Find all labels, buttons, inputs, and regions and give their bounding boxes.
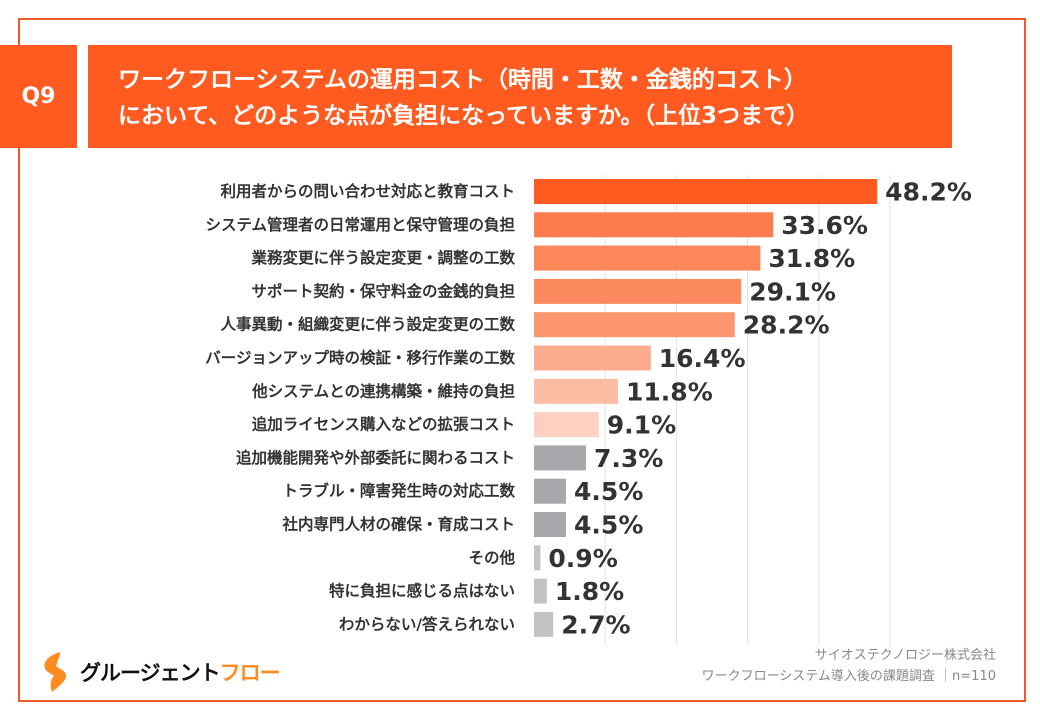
category-label: 業務変更に伴う設定変更・調整の工数 [250,248,515,267]
category-label: わからない/答えられない [339,614,515,633]
value-label: 9.1% [607,411,676,440]
bar [534,179,878,204]
value-label: 48.2% [885,178,972,207]
category-label: 追加ライセンス購入などの拡張コスト [252,415,515,434]
question-tag: Q9 [0,45,77,148]
value-label: 0.9% [548,544,617,573]
source-note: サイオステクノロジー株式会社 ワークフローシステム導入後の課題調査 ｜n=110 [702,645,996,687]
title-line-1: ワークフローシステムの運用コスト（時間・工数・金銭的コスト） [118,67,807,93]
bar [534,478,567,504]
category-label: 追加機能開発や外部委託に関わるコスト [236,448,515,467]
value-label: 11.8% [626,377,713,406]
bar [534,345,651,371]
value-label: 33.6% [781,211,868,240]
chart-title: ワークフローシステムの運用コスト（時間・工数・金銭的コスト） において、どのよう… [88,45,952,148]
value-label: 16.4% [659,344,746,373]
title-line-2: において、どのような点が負担になっていますか。（上位3つまで） [118,103,810,129]
category-label: その他 [468,548,515,567]
chart-frame [18,18,1026,702]
category-label: サポート契約・保守料金の金銭的負担 [251,281,515,300]
category-label: トラブル・障害発生時の対応工数 [282,481,515,500]
source-survey: ワークフローシステム導入後の課題調査 ｜n=110 [701,669,996,684]
category-label: 社内専門人材の確保・育成コスト [281,515,515,534]
bar [534,611,554,637]
bar [534,545,541,571]
value-label: 28.2% [743,311,830,340]
value-label: 4.5% [574,511,643,540]
bar [534,212,774,238]
lightning-logo-icon [44,652,67,692]
bar [534,245,761,271]
logo-text-accent: フロー [219,661,281,685]
brand-logo: グルージェントフロー [38,650,281,694]
category-label: 他システムとの連携構築・維持の負担 [251,381,515,400]
bar [534,445,586,471]
value-label: 4.5% [574,477,643,506]
category-label: バージョンアップ時の検証・移行作業の工数 [205,348,515,367]
bar [534,312,735,338]
logo-text-main: グルージェント [80,661,221,685]
bar [534,578,547,604]
category-label: システム管理者の日常運用と保守管理の負担 [205,215,515,234]
value-label: 2.7% [561,610,630,639]
value-label: 31.8% [768,244,855,273]
value-label: 1.8% [555,577,624,606]
bar [534,512,567,537]
value-label: 7.3% [594,444,663,473]
category-label: 人事異動・組織変更に伴う設定変更の工数 [220,315,515,334]
logo-text: グルージェントフロー [80,657,281,687]
source-company: サイオステクノロジー株式会社 [814,648,996,663]
bar [534,278,742,304]
category-label: 特に負担に感じる点はない [329,581,515,600]
bar [534,412,599,438]
value-label: 29.1% [749,277,836,306]
category-label: 利用者からの問い合わせ対応と教育コスト [220,182,515,201]
bar [534,378,619,404]
